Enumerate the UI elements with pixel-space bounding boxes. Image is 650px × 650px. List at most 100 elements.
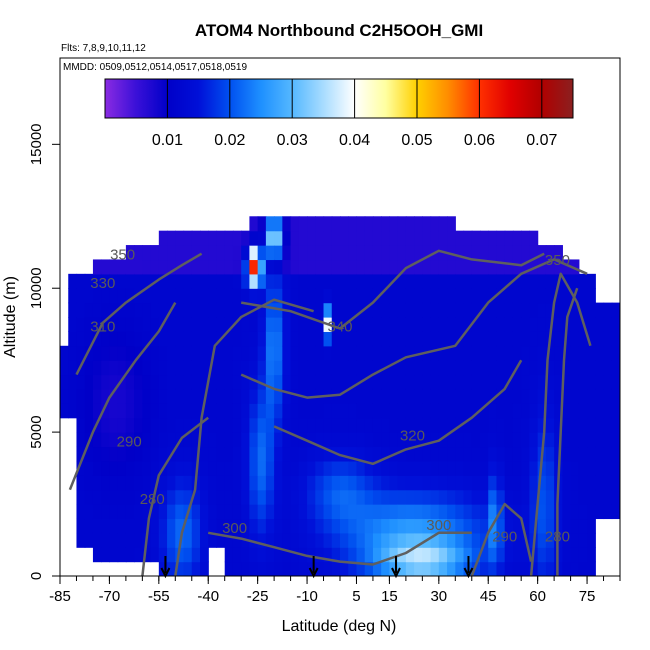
- heatmap-cell: [397, 460, 407, 476]
- heatmap-cell: [84, 460, 94, 476]
- heatmap-cell: [340, 518, 349, 534]
- heatmap-cell: [92, 273, 102, 289]
- heatmap-cell: [323, 302, 333, 318]
- heatmap-cell: [142, 360, 152, 376]
- heatmap-cell: [257, 288, 267, 304]
- heatmap-cell: [595, 360, 605, 376]
- heatmap-cell: [463, 288, 473, 304]
- heatmap-cell: [422, 273, 432, 289]
- heatmap-cell: [183, 273, 193, 289]
- heatmap-cell: [364, 245, 374, 261]
- heatmap-cell: [101, 475, 111, 491]
- heatmap-cell: [200, 532, 209, 548]
- heatmap-cell: [348, 460, 358, 476]
- heatmap-cell: [438, 547, 448, 563]
- heatmap-cell: [381, 403, 391, 419]
- heatmap-cell: [224, 475, 234, 491]
- heatmap-cell: [274, 273, 283, 289]
- heatmap-cell: [512, 417, 522, 433]
- heatmap-cell: [224, 460, 234, 476]
- heatmap-cell: [397, 417, 407, 433]
- heatmap-cell: [158, 273, 168, 289]
- heatmap-cell: [117, 518, 127, 534]
- heatmap-cell: [200, 504, 209, 520]
- heatmap-cell: [282, 273, 292, 289]
- heatmap-cell: [587, 374, 596, 390]
- heatmap-cell: [241, 475, 251, 491]
- heatmap-cell: [405, 532, 415, 548]
- heatmap-cell: [438, 518, 448, 534]
- heatmap-cell: [496, 547, 506, 563]
- heatmap-cell: [471, 245, 481, 261]
- heatmap-cell: [134, 532, 143, 548]
- heatmap-cell: [364, 446, 374, 462]
- heatmap-cell: [191, 230, 201, 246]
- heatmap-cell: [389, 288, 399, 304]
- heatmap-cell: [134, 259, 143, 275]
- heatmap-cell: [529, 317, 539, 332]
- heatmap-cell: [521, 345, 531, 361]
- heatmap-cell: [356, 460, 366, 476]
- heatmap-cell: [282, 259, 292, 275]
- heatmap-cell: [290, 460, 300, 476]
- x-tick-label: -55: [148, 588, 170, 605]
- heatmap-cell: [397, 504, 407, 520]
- heatmap-cell: [414, 417, 423, 433]
- heatmap-cell: [405, 446, 415, 462]
- heatmap-cell: [331, 259, 341, 275]
- heatmap-cell: [200, 403, 209, 419]
- heatmap-cell: [587, 460, 596, 476]
- heatmap-cell: [208, 302, 218, 318]
- heatmap-cell: [167, 475, 176, 491]
- heatmap-cell: [265, 532, 275, 548]
- heatmap-cell: [438, 302, 448, 318]
- heatmap-cell: [249, 403, 259, 419]
- heatmap-cell: [364, 360, 374, 376]
- contour-label: 350: [110, 246, 135, 263]
- heatmap-cell: [455, 518, 465, 534]
- heatmap-cell: [340, 547, 349, 563]
- heatmap-cell: [274, 288, 283, 304]
- heatmap-cell: [167, 345, 176, 361]
- heatmap-cell: [356, 417, 366, 433]
- heatmap-cell: [595, 446, 605, 462]
- heatmap-cell: [488, 504, 498, 520]
- heatmap-cell: [381, 288, 391, 304]
- heatmap-cell: [340, 345, 349, 361]
- heatmap-cell: [208, 317, 218, 332]
- heatmap-cell: [92, 547, 102, 563]
- heatmap-cell: [307, 331, 316, 347]
- heatmap-cell: [323, 216, 333, 232]
- heatmap-cell: [84, 504, 94, 520]
- colorbar-tick-label: 0.03: [277, 132, 308, 149]
- heatmap-cell: [562, 460, 572, 476]
- heatmap-cell: [257, 561, 267, 576]
- heatmap-cell: [175, 475, 185, 491]
- heatmap-cell: [158, 518, 168, 534]
- heatmap-cell: [397, 475, 407, 491]
- heatmap-cell: [562, 518, 572, 534]
- heatmap-cell: [389, 331, 399, 347]
- heatmap-cell: [331, 518, 341, 534]
- heatmap-cell: [447, 216, 456, 232]
- heatmap-cell: [282, 403, 292, 419]
- heatmap-cell: [142, 489, 152, 505]
- heatmap-cell: [554, 374, 563, 390]
- heatmap-cell: [265, 403, 275, 419]
- heatmap-cell: [595, 489, 605, 505]
- heatmap-cell: [422, 561, 432, 576]
- heatmap-cell: [307, 446, 316, 462]
- heatmap-cell: [191, 273, 201, 289]
- heatmap-cell: [60, 360, 69, 376]
- heatmap-cell: [117, 317, 127, 332]
- heatmap-cell: [447, 532, 456, 548]
- heatmap-cell: [109, 374, 119, 390]
- heatmap-cell: [224, 547, 234, 563]
- heatmap-cell: [611, 360, 620, 376]
- heatmap-cell: [125, 302, 135, 318]
- heatmap-cell: [249, 504, 259, 520]
- heatmap-cell: [529, 432, 539, 448]
- heatmap-cell: [438, 259, 448, 275]
- heatmap-cell: [414, 302, 423, 318]
- heatmap-cell: [529, 345, 539, 361]
